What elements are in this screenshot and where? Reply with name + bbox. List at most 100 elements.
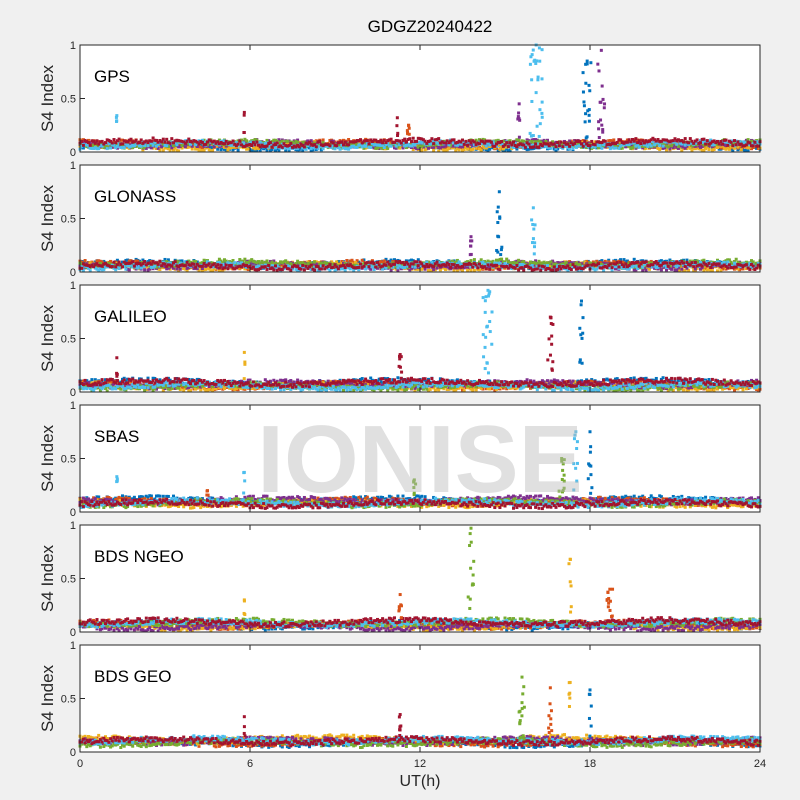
data-point xyxy=(271,261,274,264)
data-point xyxy=(740,148,743,151)
data-point xyxy=(498,148,501,151)
data-point xyxy=(89,144,92,147)
spike-point xyxy=(600,124,603,127)
spike-peak-point xyxy=(600,49,603,52)
spike-point xyxy=(599,101,602,104)
data-point xyxy=(437,137,440,140)
data-point xyxy=(104,141,107,144)
data-point xyxy=(731,144,734,147)
data-point xyxy=(748,141,751,144)
spike-point xyxy=(538,60,541,63)
data-point xyxy=(466,269,469,272)
data-point xyxy=(436,267,439,270)
data-point xyxy=(614,147,617,150)
spike-point xyxy=(596,63,599,66)
data-point xyxy=(466,144,469,147)
spike-point xyxy=(535,91,538,94)
data-point xyxy=(303,145,306,148)
data-point xyxy=(687,141,690,144)
data-point xyxy=(524,146,527,149)
panel-label: GPS xyxy=(94,67,130,86)
data-point xyxy=(638,139,641,142)
data-point xyxy=(699,141,702,144)
data-point xyxy=(556,141,559,144)
spike-point xyxy=(541,116,544,119)
data-point xyxy=(549,260,552,263)
spike-point xyxy=(530,78,533,81)
spike-point xyxy=(538,46,541,49)
data-point xyxy=(558,144,561,147)
data-point xyxy=(216,148,219,151)
data-point xyxy=(706,139,709,142)
data-point xyxy=(366,139,369,142)
spike-point xyxy=(396,134,399,137)
data-point xyxy=(600,147,603,150)
data-point xyxy=(645,269,648,272)
data-point xyxy=(368,142,371,145)
data-point xyxy=(243,258,246,261)
data-point xyxy=(470,259,473,262)
data-point xyxy=(345,259,348,262)
data-point xyxy=(269,141,272,144)
data-point xyxy=(464,140,467,143)
data-point xyxy=(473,258,476,261)
spike-point xyxy=(115,119,118,122)
data-point xyxy=(175,143,178,146)
panel-glonass: 00.51GLONASSS4 Index xyxy=(38,160,762,279)
data-point xyxy=(619,138,622,141)
data-point xyxy=(485,144,488,147)
data-point xyxy=(638,146,641,149)
spike-point xyxy=(406,129,409,132)
data-point xyxy=(124,268,127,271)
data-point xyxy=(313,261,316,264)
data-point xyxy=(123,146,126,149)
data-point xyxy=(160,140,163,143)
spike-point xyxy=(540,112,543,115)
spike-point xyxy=(583,104,586,107)
chart-title: GDGZ20240422 xyxy=(368,17,493,36)
data-point xyxy=(517,259,520,262)
y-tick-label: 1 xyxy=(70,40,76,52)
data-point xyxy=(500,140,503,143)
data-point xyxy=(143,268,146,271)
data-point xyxy=(147,144,150,147)
y-axis-label: S4 Index xyxy=(38,64,57,132)
data-point xyxy=(403,138,406,141)
data-point xyxy=(667,145,670,148)
data-point xyxy=(415,140,418,143)
data-point xyxy=(548,144,551,147)
spike-point xyxy=(603,102,606,105)
data-point xyxy=(725,139,728,142)
data-point xyxy=(84,259,87,262)
data-point xyxy=(118,138,121,141)
data-point xyxy=(507,145,510,148)
spike-point xyxy=(541,101,544,104)
data-point xyxy=(335,260,338,263)
spike-point xyxy=(601,85,604,88)
plot-area xyxy=(80,165,760,272)
data-point xyxy=(390,269,393,272)
data-point xyxy=(237,149,240,152)
data-point xyxy=(232,140,235,143)
data-point xyxy=(266,259,269,262)
data-point xyxy=(106,147,109,150)
data-point xyxy=(616,141,619,144)
data-point xyxy=(689,137,692,140)
data-point xyxy=(128,268,131,271)
data-point xyxy=(735,258,738,261)
data-point xyxy=(194,260,197,263)
data-point xyxy=(721,143,724,146)
data-point xyxy=(730,141,733,144)
data-point xyxy=(255,140,258,143)
data-point xyxy=(432,142,435,145)
data-point xyxy=(568,145,571,148)
data-point xyxy=(238,140,241,143)
data-point xyxy=(553,143,556,146)
data-point xyxy=(719,140,722,143)
data-point xyxy=(633,258,636,261)
data-point xyxy=(589,144,592,147)
data-point xyxy=(150,140,153,143)
spike-peak-point xyxy=(243,111,246,114)
data-point xyxy=(458,148,461,151)
spike-point xyxy=(538,135,541,138)
